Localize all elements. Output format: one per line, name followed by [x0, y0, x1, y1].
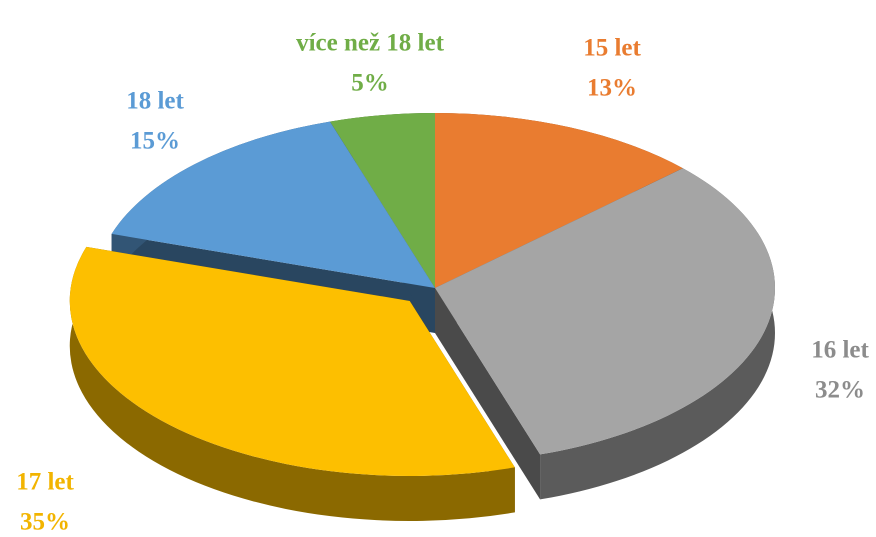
slice-top [435, 168, 775, 455]
slice-top [69, 246, 515, 476]
value-label: 13% [587, 75, 637, 102]
slice-side [69, 246, 515, 521]
slice-wall [435, 288, 541, 500]
category-label: více než 18 let [296, 30, 445, 57]
pie-slice [435, 168, 775, 500]
slice-top [435, 113, 683, 288]
category-label: 17 let [16, 469, 74, 496]
value-label: 15% [130, 128, 180, 155]
value-label: 5% [351, 70, 389, 97]
pie-slice [69, 246, 515, 521]
category-label: 15 let [583, 35, 641, 62]
value-label: 32% [815, 377, 865, 404]
value-label: 35% [20, 509, 70, 536]
slice-side [540, 168, 775, 500]
category-label: 18 let [126, 88, 184, 115]
category-label: 16 let [811, 337, 869, 364]
slice-top [111, 121, 436, 288]
slice-top [329, 113, 435, 288]
